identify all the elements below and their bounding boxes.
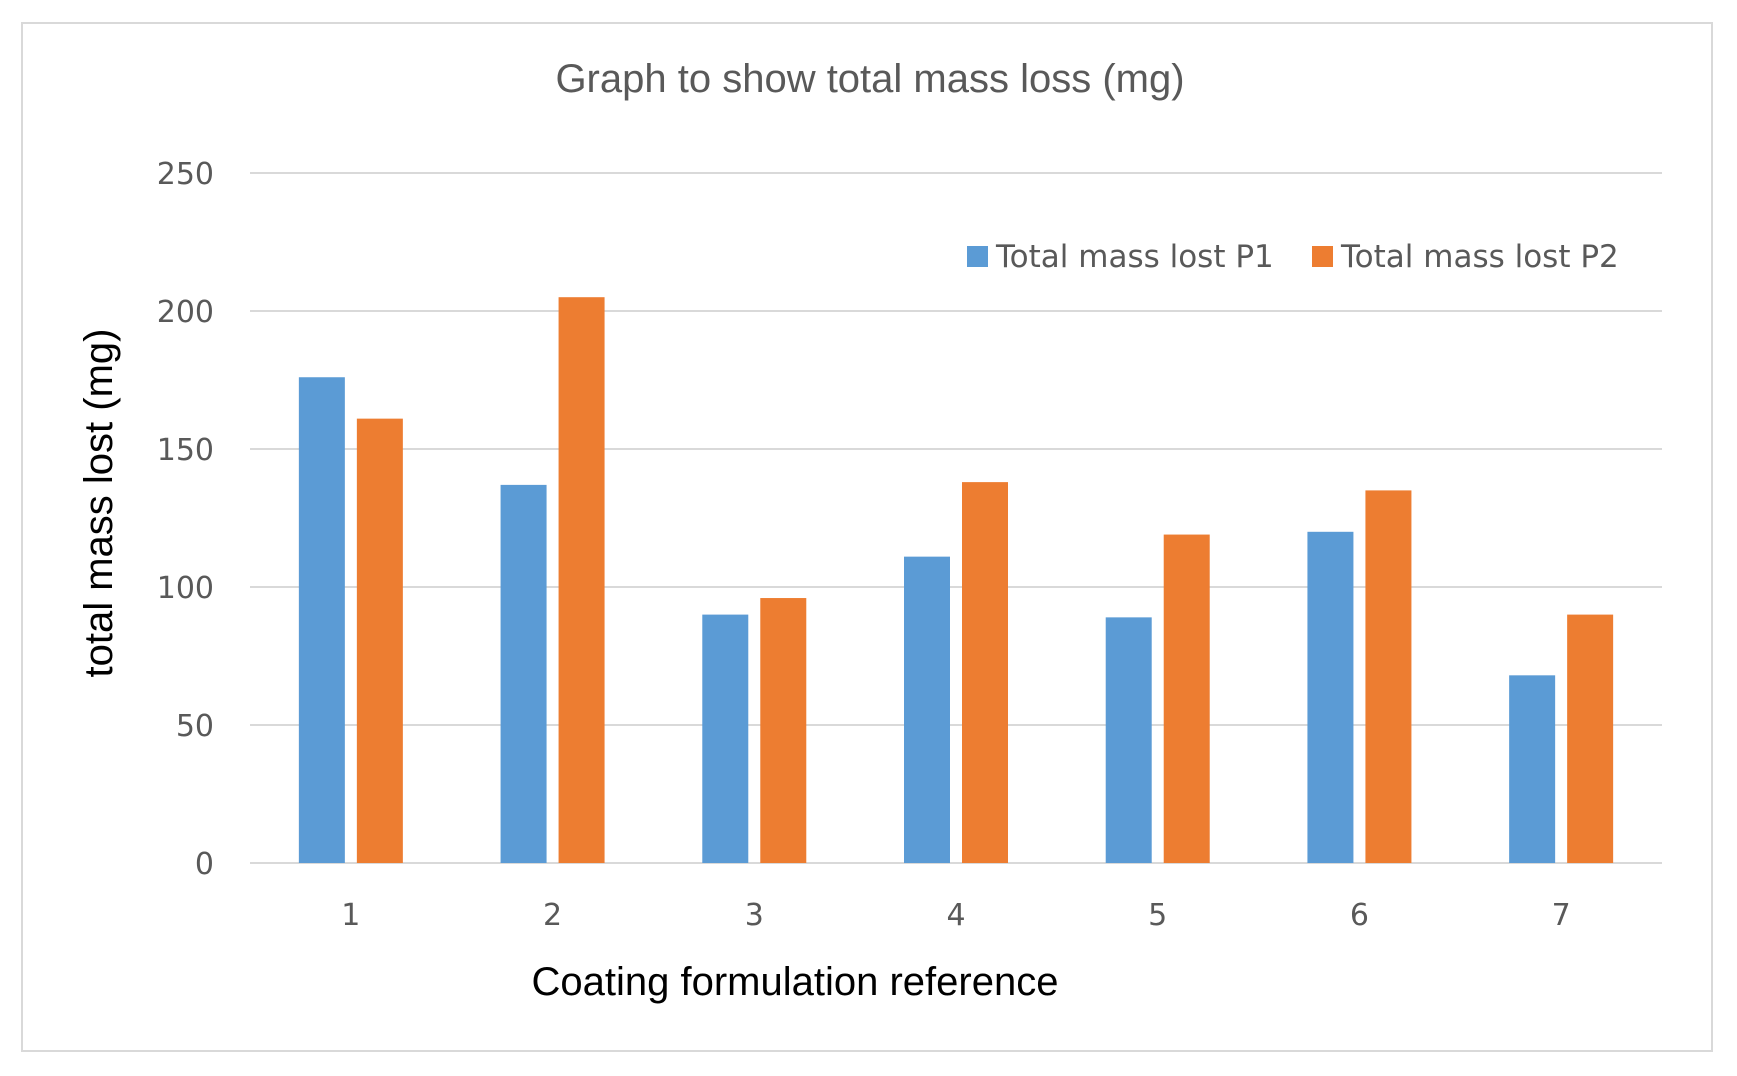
x-axis-title: Coating formulation reference bbox=[532, 960, 1059, 1004]
bar-p1-5 bbox=[1105, 617, 1152, 863]
x-tick-label: 4 bbox=[946, 898, 965, 933]
x-tick-label: 7 bbox=[1552, 898, 1571, 933]
gridlines bbox=[250, 172, 1662, 864]
bar-p1-1 bbox=[298, 377, 345, 863]
legend-label-p1: Total mass lost P1 bbox=[995, 239, 1274, 275]
bar-p2-5 bbox=[1163, 534, 1210, 863]
y-axis-title: total mass lost (mg) bbox=[77, 329, 121, 678]
legend-swatch-p2 bbox=[1312, 246, 1333, 267]
bars bbox=[298, 297, 1614, 863]
y-axis-ticks: 0 50 100 150 200 250 bbox=[157, 157, 214, 882]
bar-p1-6 bbox=[1307, 531, 1354, 863]
bar-p2-3 bbox=[760, 598, 807, 863]
y-tick-label: 50 bbox=[176, 709, 214, 744]
bar-p2-2 bbox=[558, 297, 605, 863]
bar-p1-4 bbox=[904, 556, 950, 863]
bar-p2-1 bbox=[356, 418, 403, 863]
y-tick-label: 0 bbox=[195, 847, 214, 882]
y-tick-label: 200 bbox=[157, 295, 214, 330]
legend-label-p2: Total mass lost P2 bbox=[1340, 239, 1619, 275]
chart-title: Graph to show total mass loss (mg) bbox=[555, 57, 1184, 101]
bar-p1-2 bbox=[500, 484, 547, 863]
bar-p2-7 bbox=[1567, 614, 1614, 863]
x-tick-label: 6 bbox=[1350, 898, 1369, 933]
x-tick-label: 5 bbox=[1148, 898, 1167, 933]
legend: Total mass lost P1 Total mass lost P2 bbox=[967, 239, 1619, 275]
x-tick-label: 1 bbox=[341, 898, 360, 933]
y-tick-label: 150 bbox=[157, 433, 214, 468]
bar-p1-7 bbox=[1509, 675, 1556, 863]
bar-p1-3 bbox=[702, 614, 749, 863]
x-axis-ticks: 1 2 3 4 5 6 7 bbox=[341, 898, 1570, 933]
bar-p2-4 bbox=[962, 482, 1008, 863]
y-tick-label: 250 bbox=[157, 157, 214, 192]
bar-p2-6 bbox=[1365, 490, 1412, 863]
legend-swatch-p1 bbox=[967, 246, 988, 267]
x-tick-label: 3 bbox=[745, 898, 764, 933]
x-tick-label: 2 bbox=[543, 898, 562, 933]
y-tick-label: 100 bbox=[157, 571, 214, 606]
